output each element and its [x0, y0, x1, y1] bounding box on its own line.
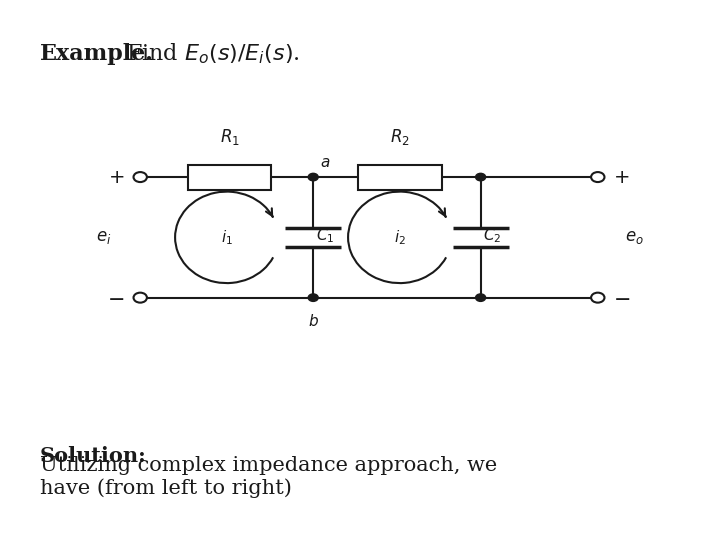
Text: $C_2$: $C_2$	[483, 226, 502, 245]
Text: Solution:: Solution:	[40, 446, 146, 465]
Bar	[358, 165, 441, 190]
Circle shape	[593, 173, 603, 180]
Text: Find $E_o(s)/E_i(s)$.: Find $E_o(s)/E_i(s)$.	[126, 42, 300, 66]
Text: $R_1$: $R_1$	[220, 127, 240, 147]
Circle shape	[308, 294, 318, 301]
Text: Utilizing complex impedance approach, we
have (from left to right): Utilizing complex impedance approach, we…	[40, 456, 497, 498]
Text: $b$: $b$	[307, 313, 319, 329]
Circle shape	[593, 294, 603, 301]
Circle shape	[476, 294, 485, 301]
Text: $i_1$: $i_1$	[221, 228, 233, 247]
Bar	[188, 165, 271, 190]
Text: $-$: $-$	[613, 288, 631, 308]
Text: $+$: $+$	[613, 167, 630, 186]
Text: $e_o$: $e_o$	[625, 229, 644, 246]
Text: $C_1$: $C_1$	[316, 226, 334, 245]
Circle shape	[308, 173, 318, 181]
Text: Example.: Example.	[40, 43, 153, 65]
Text: $R_2$: $R_2$	[390, 127, 410, 147]
Text: $i_2$: $i_2$	[394, 228, 405, 247]
Circle shape	[476, 173, 485, 181]
Circle shape	[135, 173, 145, 180]
Text: $+$: $+$	[108, 167, 125, 186]
Circle shape	[135, 294, 145, 301]
Text: $a$: $a$	[320, 156, 330, 170]
Text: $e_i$: $e_i$	[96, 229, 112, 246]
Text: $-$: $-$	[107, 288, 125, 308]
